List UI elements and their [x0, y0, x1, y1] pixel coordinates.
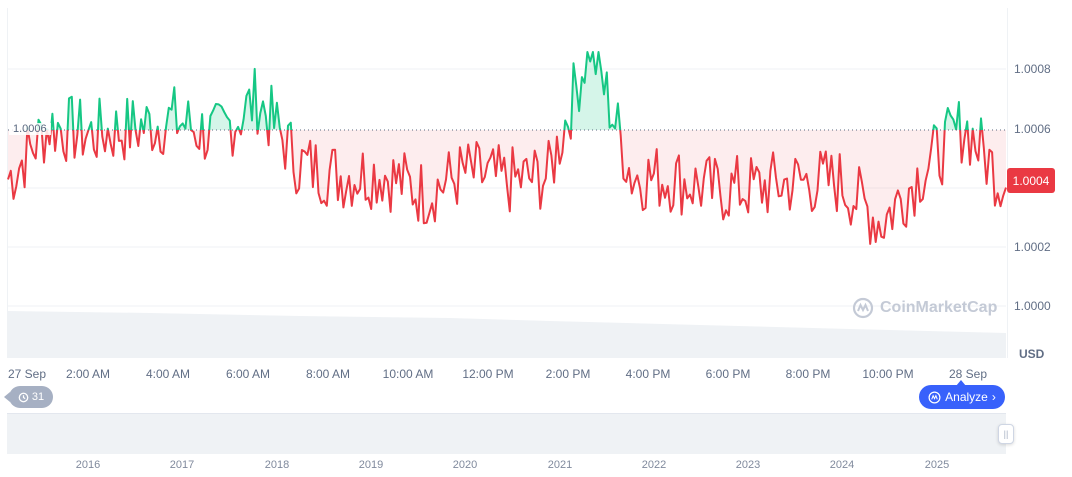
x-tick: 8:00 PM — [785, 367, 831, 381]
chevron-right-icon: › — [991, 390, 996, 404]
x-tick: 12:00 PM — [462, 367, 514, 381]
x-tick: 27 Sep — [7, 367, 47, 381]
x-tick: 6:00 PM — [705, 367, 751, 381]
x-tick: 4:00 AM — [145, 367, 191, 381]
x-tick: 2:00 PM — [545, 367, 591, 381]
history-badge[interactable]: 31 — [4, 386, 53, 408]
x-tick: 6:00 AM — [225, 367, 271, 381]
x-tick: 2:00 AM — [65, 367, 111, 381]
navigator-year: 2020 — [452, 459, 478, 471]
x-tick: 8:00 AM — [305, 367, 351, 381]
navigator-year: 2016 — [75, 459, 101, 471]
navigator-year: 2021 — [547, 459, 573, 471]
watermark: CoinMarketCap — [852, 297, 997, 319]
navigator-year: 2024 — [829, 459, 855, 471]
coinmarketcap-logo-icon — [852, 297, 874, 319]
y-tick: 1.0008 — [1014, 62, 1051, 76]
history-clock-icon — [18, 392, 29, 402]
x-tick: 10:00 AM — [382, 367, 434, 381]
volume-area — [8, 311, 1006, 358]
watermark-text: CoinMarketCap — [880, 299, 998, 316]
reference-price-label: 1.0006 — [9, 123, 51, 135]
navigator-drag-handle[interactable]: || — [998, 424, 1014, 444]
navigator-year: 2017 — [169, 459, 195, 471]
currency-label: USD — [1019, 347, 1045, 361]
x-tick: 28 Sep — [948, 367, 988, 381]
analyze-label: Analyze — [945, 390, 988, 404]
x-tick: 10:00 PM — [862, 367, 914, 381]
navigator-year: 2022 — [641, 459, 667, 471]
navigator-year: 2025 — [924, 459, 950, 471]
y-tick: 1.0000 — [1014, 299, 1051, 313]
history-badge-count: 31 — [31, 391, 45, 403]
current-price-tag: 1.0004 — [1007, 168, 1055, 193]
navigator-year: 2019 — [358, 459, 384, 471]
navigator-year: 2018 — [264, 459, 290, 471]
y-tick: 1.0002 — [1014, 240, 1051, 254]
x-tick: 4:00 PM — [625, 367, 671, 381]
cmc-ai-icon — [928, 391, 941, 403]
analyze-button[interactable]: Analyze › — [919, 380, 1005, 409]
range-navigator[interactable] — [7, 413, 1006, 454]
y-tick: 1.0006 — [1014, 122, 1051, 136]
navigator-year: 2023 — [735, 459, 761, 471]
